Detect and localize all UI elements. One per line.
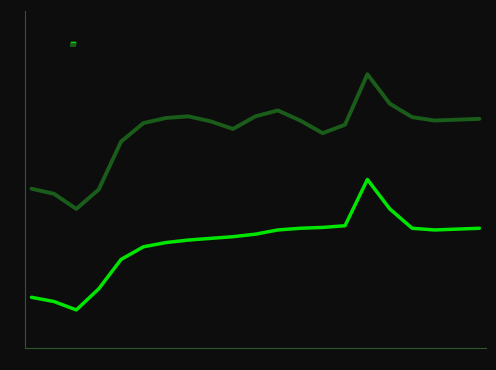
Legend: , : , <box>71 42 74 45</box>
